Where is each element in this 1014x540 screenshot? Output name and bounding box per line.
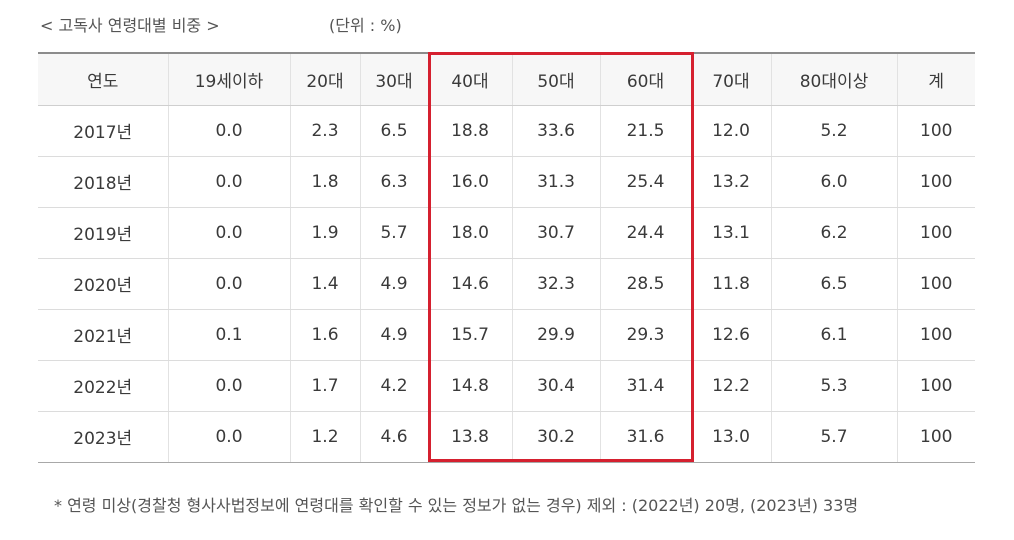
cell-year: 2021년 xyxy=(38,309,168,361)
cell-30s: 4.2 xyxy=(359,360,428,412)
table-row: 2023년 0.0 1.2 4.6 13.8 30.2 31.6 13.0 5.7 100 xyxy=(38,411,975,463)
cell-under19: 0.0 xyxy=(167,411,290,463)
cell-80plus: 5.3 xyxy=(770,360,897,412)
cell-60s: 29.3 xyxy=(599,309,691,361)
col-header-60s: 60대 xyxy=(599,52,691,106)
table-row: 2017년 0.0 2.3 6.5 18.8 33.6 21.5 12.0 5.2 100 xyxy=(38,105,975,157)
cell-70s: 12.0 xyxy=(690,105,771,157)
table-container: 연도 19세이하 20대 30대 40대 50대 60대 70대 80대이상 계… xyxy=(38,52,975,463)
cell-50s: 31.3 xyxy=(511,156,600,208)
table-row: 2020년 0.0 1.4 4.9 14.6 32.3 28.5 11.8 6.5 100 xyxy=(38,258,975,310)
unit-label: (단위 : %) xyxy=(329,16,402,35)
cell-20s: 1.6 xyxy=(289,309,360,361)
cell-30s: 5.7 xyxy=(359,207,428,259)
cell-total: 100 xyxy=(896,309,975,361)
cell-50s: 32.3 xyxy=(511,258,600,310)
cell-40s: 16.0 xyxy=(427,156,512,208)
age-ratio-table: 연도 19세이하 20대 30대 40대 50대 60대 70대 80대이상 계… xyxy=(38,52,975,463)
cell-year: 2022년 xyxy=(38,360,168,412)
cell-total: 100 xyxy=(896,258,975,310)
cell-30s: 6.3 xyxy=(359,156,428,208)
col-header-year: 연도 xyxy=(38,52,168,106)
cell-20s: 1.4 xyxy=(289,258,360,310)
cell-50s: 29.9 xyxy=(511,309,600,361)
col-header-80plus: 80대이상 xyxy=(770,52,897,106)
cell-20s: 1.7 xyxy=(289,360,360,412)
cell-70s: 12.2 xyxy=(690,360,771,412)
cell-70s: 12.6 xyxy=(690,309,771,361)
cell-60s: 31.4 xyxy=(599,360,691,412)
cell-under19: 0.0 xyxy=(167,360,290,412)
cell-total: 100 xyxy=(896,156,975,208)
cell-year: 2017년 xyxy=(38,105,168,157)
cell-30s: 4.9 xyxy=(359,309,428,361)
cell-under19: 0.0 xyxy=(167,207,290,259)
cell-40s: 14.8 xyxy=(427,360,512,412)
cell-80plus: 5.2 xyxy=(770,105,897,157)
cell-60s: 25.4 xyxy=(599,156,691,208)
table-caption: < 고독사 연령대별 비중 > xyxy=(40,16,220,35)
col-header-20s: 20대 xyxy=(289,52,360,106)
col-header-70s: 70대 xyxy=(690,52,771,106)
cell-under19: 0.1 xyxy=(167,309,290,361)
cell-70s: 13.0 xyxy=(690,411,771,463)
cell-20s: 1.2 xyxy=(289,411,360,463)
cell-20s: 2.3 xyxy=(289,105,360,157)
col-header-under19: 19세이하 xyxy=(167,52,290,106)
table-row: 2021년 0.1 1.6 4.9 15.7 29.9 29.3 12.6 6.1 100 xyxy=(38,309,975,361)
cell-under19: 0.0 xyxy=(167,105,290,157)
cell-30s: 4.6 xyxy=(359,411,428,463)
cell-80plus: 6.1 xyxy=(770,309,897,361)
col-header-30s: 30대 xyxy=(359,52,428,106)
cell-40s: 15.7 xyxy=(427,309,512,361)
cell-50s: 30.2 xyxy=(511,411,600,463)
cell-40s: 18.8 xyxy=(427,105,512,157)
cell-70s: 13.1 xyxy=(690,207,771,259)
cell-30s: 4.9 xyxy=(359,258,428,310)
col-header-50s: 50대 xyxy=(511,52,600,106)
table-row: 2018년 0.0 1.8 6.3 16.0 31.3 25.4 13.2 6.0 100 xyxy=(38,156,975,208)
cell-20s: 1.9 xyxy=(289,207,360,259)
cell-year: 2019년 xyxy=(38,207,168,259)
cell-total: 100 xyxy=(896,207,975,259)
cell-50s: 30.4 xyxy=(511,360,600,412)
cell-50s: 30.7 xyxy=(511,207,600,259)
table-row: 2019년 0.0 1.9 5.7 18.0 30.7 24.4 13.1 6.2 100 xyxy=(38,207,975,259)
cell-40s: 13.8 xyxy=(427,411,512,463)
cell-50s: 33.6 xyxy=(511,105,600,157)
cell-60s: 28.5 xyxy=(599,258,691,310)
cell-40s: 18.0 xyxy=(427,207,512,259)
cell-60s: 31.6 xyxy=(599,411,691,463)
cell-40s: 14.6 xyxy=(427,258,512,310)
cell-under19: 0.0 xyxy=(167,156,290,208)
cell-80plus: 6.2 xyxy=(770,207,897,259)
cell-total: 100 xyxy=(896,360,975,412)
cell-80plus: 5.7 xyxy=(770,411,897,463)
cell-60s: 24.4 xyxy=(599,207,691,259)
cell-total: 100 xyxy=(896,105,975,157)
table-body: 2017년 0.0 2.3 6.5 18.8 33.6 21.5 12.0 5.2 100 2018… xyxy=(38,105,975,463)
cell-70s: 11.8 xyxy=(690,258,771,310)
table-row: 2022년 0.0 1.7 4.2 14.8 30.4 31.4 12.2 5.3 100 xyxy=(38,360,975,412)
cell-year: 2020년 xyxy=(38,258,168,310)
cell-year: 2018년 xyxy=(38,156,168,208)
cell-year: 2023년 xyxy=(38,411,168,463)
col-header-40s: 40대 xyxy=(427,52,512,106)
cell-80plus: 6.5 xyxy=(770,258,897,310)
cell-70s: 13.2 xyxy=(690,156,771,208)
cell-60s: 21.5 xyxy=(599,105,691,157)
cell-20s: 1.8 xyxy=(289,156,360,208)
footnote: * 연령 미상(경찰청 형사사법정보에 연령대를 확인할 수 있는 정보가 없는… xyxy=(54,496,859,515)
cell-under19: 0.0 xyxy=(167,258,290,310)
cell-80plus: 6.0 xyxy=(770,156,897,208)
col-header-total: 계 xyxy=(896,52,975,106)
header-row: 연도 19세이하 20대 30대 40대 50대 60대 70대 80대이상 계 xyxy=(38,52,975,106)
cell-30s: 6.5 xyxy=(359,105,428,157)
cell-total: 100 xyxy=(896,411,975,463)
